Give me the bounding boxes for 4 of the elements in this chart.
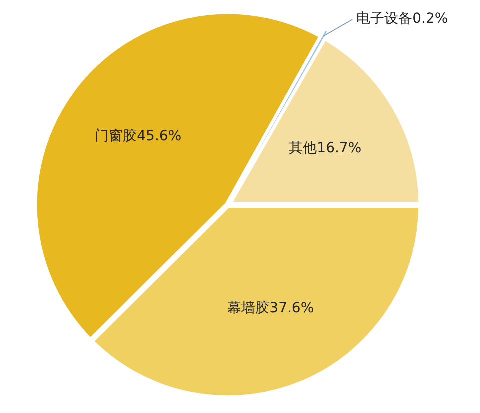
slice-label: 幕墙胶37.6% xyxy=(228,300,314,317)
slice-label: 电子设备0.2% xyxy=(356,11,448,28)
slice-label: 其他16.7% xyxy=(289,140,362,156)
slice-label: 门窗胶45.6% xyxy=(95,128,182,145)
